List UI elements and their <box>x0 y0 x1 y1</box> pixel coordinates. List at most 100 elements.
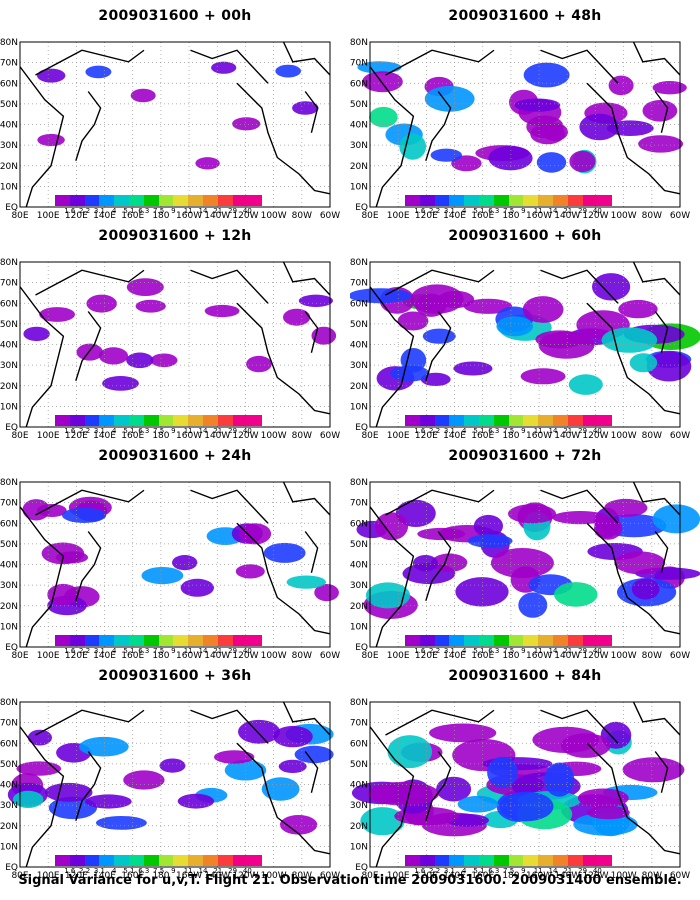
colorbar-swatch <box>143 195 159 206</box>
colorbar-tick-label: 2.2 <box>79 867 91 875</box>
lat-tick-label: 40N <box>350 121 368 131</box>
variance-shading <box>568 374 603 395</box>
coastline <box>369 506 415 648</box>
lat-tick-label: 30N <box>0 361 18 371</box>
lon-tick-label: 100E <box>37 871 60 881</box>
colorbar-tick-label: 4 <box>111 867 117 875</box>
lon-tick-label: 180 <box>502 651 519 661</box>
map-panel: 2009031600 + 84h 80N 70N 60N 50N 40N 30N 20N 10N… <box>350 660 700 881</box>
variance-shading <box>98 347 129 365</box>
lat-tick-label: 50N <box>350 540 368 550</box>
map-frame <box>369 261 681 428</box>
lat-tick-label: 30N <box>350 141 368 151</box>
colorbar-tick-label: 11 <box>533 427 543 435</box>
variance-shading <box>400 348 427 373</box>
variance-shading <box>601 327 658 353</box>
colorbar-tick-label: 21 <box>213 427 223 435</box>
variance-shading <box>577 788 629 808</box>
lon-tick-label: 140W <box>204 211 230 221</box>
lat-tick-label: EQ <box>5 203 18 213</box>
colorbar-tick-label: 3.1 <box>93 647 105 655</box>
colorbar-swatch <box>523 415 539 426</box>
variance-shading <box>652 81 687 95</box>
colorbar-swatch <box>552 415 568 426</box>
lat-tick-label: 30N <box>0 801 18 811</box>
colorbar-tick-label: 40 <box>242 427 252 435</box>
variance-shading <box>123 770 165 790</box>
colorbar-tick-label: 9 <box>521 207 526 215</box>
coastline <box>304 531 319 573</box>
coastline <box>586 82 681 195</box>
colorbar-swatch <box>84 415 100 426</box>
coastline <box>540 709 619 744</box>
colorbar-swatch <box>464 415 479 426</box>
colorbar-tick-label: 29 <box>578 647 588 655</box>
variance-shading <box>238 523 272 545</box>
coastline <box>236 302 331 415</box>
variance-shading <box>369 106 398 128</box>
coastline <box>35 709 145 736</box>
colorbar-tick-label: 14 <box>548 647 558 655</box>
colorbar-tick-label: 5.1 <box>123 427 135 435</box>
map-panel: 2009031600 + 60h 80N 70N 60N 50N 40N 30N 20N 10N… <box>350 220 700 441</box>
lon-tick-label: 180 <box>152 431 169 441</box>
lat-tick-label: 20N <box>350 382 368 392</box>
colorbar-tick-label: 29 <box>228 647 238 655</box>
colorbar <box>55 635 263 646</box>
coastline <box>35 269 145 296</box>
variance-shading <box>85 794 132 809</box>
variance-shading <box>273 725 313 748</box>
colorbar-tick-label: 21 <box>563 427 573 435</box>
variance-shading <box>374 512 409 541</box>
map-frame <box>369 481 681 648</box>
lon-tick-label: 120W <box>582 651 608 661</box>
panel-title: 2009031600 + 24h <box>98 448 252 464</box>
colorbar-tick-label: 6.3 <box>138 867 150 875</box>
lat-tick-label: 80N <box>0 698 18 708</box>
variance-shading <box>177 793 215 809</box>
panel-title: 2009031600 + 84h <box>448 668 602 684</box>
variance-shading <box>204 304 240 318</box>
coastline <box>236 82 331 195</box>
coastline <box>654 751 669 793</box>
lon-tick-label: 120E <box>415 211 438 221</box>
colorbar-swatch <box>434 195 450 206</box>
coastline <box>236 522 331 635</box>
lat-tick-label: 70N <box>0 499 18 509</box>
colorbar-tick-label: 1.6 <box>64 867 76 875</box>
variance-shading <box>642 100 678 122</box>
variance-shading <box>36 504 67 517</box>
map-panel: 2009031600 + 24h 80N 70N 60N 50N 40N 30N 20N 10N… <box>0 440 350 661</box>
lat-tick-label: 60N <box>0 519 18 529</box>
lat-tick-label: EQ <box>5 863 18 873</box>
map-frame <box>19 261 331 428</box>
colorbar-swatch <box>493 195 509 206</box>
colorbar-tick-label: 3.1 <box>443 427 455 435</box>
lon-tick-label: 140W <box>554 871 580 881</box>
colorbar-tick-label: 2.2 <box>79 427 91 435</box>
variance-shading <box>232 117 261 131</box>
colorbar-labels: 1.6 2.2 3.1 4 5.1 6.3 7.5 9 11 14 21 29 40 <box>55 427 317 437</box>
coastline <box>282 41 331 76</box>
coastline <box>190 709 269 744</box>
colorbar-swatch <box>158 195 174 206</box>
lon-tick-label: 160W <box>526 871 552 881</box>
colorbar-tick-label: 40 <box>242 207 252 215</box>
variance-shading <box>235 564 265 579</box>
variance-shading <box>499 791 554 822</box>
lon-tick-label: 80E <box>361 211 378 221</box>
lon-tick-label: 140E <box>443 651 466 661</box>
colorbar-swatch <box>464 855 479 866</box>
colorbar-swatch <box>202 855 218 866</box>
colorbar-tick-label: 29 <box>228 867 238 875</box>
colorbar-swatch <box>419 415 435 426</box>
lon-tick-label: 100W <box>261 651 287 661</box>
colorbar-swatch <box>419 635 435 646</box>
colorbar-swatch <box>99 635 115 646</box>
colorbar-swatch <box>143 415 159 426</box>
lat-tick-label: 30N <box>0 141 18 151</box>
variance-shading <box>298 294 333 307</box>
